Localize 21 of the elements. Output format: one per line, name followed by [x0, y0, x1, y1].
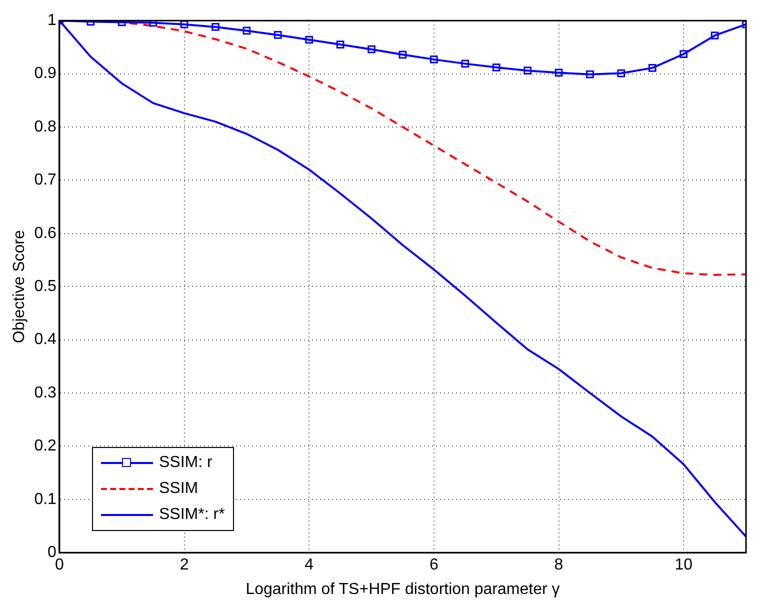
x-tick-label: 6 [429, 556, 438, 574]
y-tick-label: 0.5 [34, 278, 57, 296]
y-tick-label: 0 [48, 544, 57, 562]
legend-label: SSIM: r [159, 454, 212, 472]
y-tick-label: 0.2 [34, 438, 57, 455]
y-tick-label: 0.6 [34, 224, 57, 242]
x-tick-label: 2 [180, 556, 189, 574]
x-tick-label: 8 [554, 556, 564, 574]
x-tick-label: 10 [674, 556, 693, 574]
y-tick-label: 0.7 [34, 172, 57, 189]
y-tick-label: 0.9 [34, 65, 57, 82]
x-axis-title: Logarithm of TS+HPF distortion parameter γ [246, 580, 560, 598]
y-axis-title: Objective Score [11, 230, 28, 344]
y-tick-label: 1 [48, 12, 57, 30]
legend-label: SSIM*: r* [159, 506, 225, 524]
y-tick-label: 0.4 [34, 331, 57, 348]
legend-label: SSIM [159, 480, 198, 498]
y-tick-label: 0.3 [34, 384, 57, 402]
y-tick-label: 0.1 [34, 490, 57, 508]
y-tick-label: 0.8 [34, 118, 57, 136]
x-tick-label: 4 [304, 556, 314, 574]
